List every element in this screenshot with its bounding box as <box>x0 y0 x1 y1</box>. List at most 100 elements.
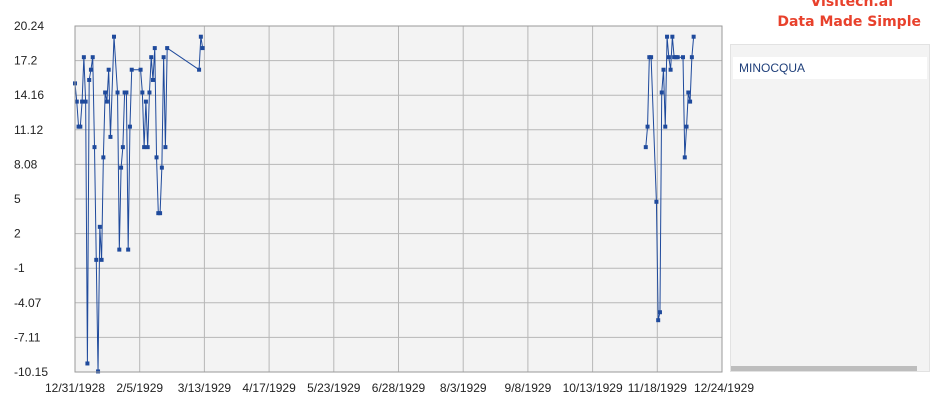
data-point[interactable] <box>74 99 79 104</box>
y-axis: 20.24 17.2 14.16 11.12 8.08 5 2 -1 -4.07 -7.11 -10… <box>14 19 48 379</box>
data-point[interactable] <box>656 318 661 323</box>
data-point[interactable] <box>108 134 113 139</box>
data-point[interactable] <box>142 145 147 150</box>
data-point[interactable] <box>106 67 111 72</box>
data-point[interactable] <box>663 124 668 129</box>
data-point[interactable] <box>682 155 687 160</box>
x-tick-label: 8/3/1929 <box>440 381 487 395</box>
data-point[interactable] <box>666 55 671 60</box>
data-point[interactable] <box>80 99 85 104</box>
data-point[interactable] <box>158 211 163 216</box>
data-point[interactable] <box>649 55 654 60</box>
data-point[interactable] <box>668 67 673 72</box>
data-point[interactable] <box>97 224 102 229</box>
data-point[interactable] <box>661 67 666 72</box>
data-point[interactable] <box>689 55 694 60</box>
data-point[interactable] <box>681 55 686 60</box>
plot-border <box>74 25 723 373</box>
data-point[interactable] <box>129 67 134 72</box>
y-tick-label: 5 <box>14 192 21 206</box>
x-tick-label: 5/23/1929 <box>307 381 361 395</box>
data-point[interactable] <box>200 46 205 51</box>
y-tick-label: -4.07 <box>14 296 42 310</box>
grid-lines <box>75 26 722 372</box>
y-tick-label: 8.08 <box>14 157 38 171</box>
x-tick-label: 12/31/1928 <box>45 381 105 395</box>
x-tick-label: 2/5/1929 <box>116 381 163 395</box>
data-point[interactable] <box>154 155 159 160</box>
data-point[interactable] <box>165 46 170 51</box>
data-point[interactable] <box>119 165 124 170</box>
data-point[interactable] <box>92 145 97 150</box>
data-point[interactable] <box>684 124 689 129</box>
series-line <box>645 36 695 321</box>
data-point[interactable] <box>150 77 155 82</box>
data-point[interactable] <box>104 99 109 104</box>
y-tick-label: 11.12 <box>14 123 43 137</box>
data-point[interactable] <box>198 34 203 39</box>
x-tick-label: 9/8/1929 <box>505 381 552 395</box>
data-point[interactable] <box>96 369 101 374</box>
data-point[interactable] <box>659 90 664 95</box>
series-minocqua <box>73 34 696 374</box>
data-point[interactable] <box>163 145 168 150</box>
data-point[interactable] <box>147 90 152 95</box>
x-tick-label: 4/17/1929 <box>242 381 296 395</box>
data-point[interactable] <box>90 55 95 60</box>
data-point[interactable] <box>686 90 691 95</box>
data-point[interactable] <box>149 55 154 60</box>
y-tick-label: -7.11 <box>14 330 41 344</box>
brand-tagline: Data Made Simple <box>777 14 921 30</box>
data-point[interactable] <box>140 90 145 95</box>
data-point[interactable] <box>120 145 125 150</box>
x-tick-label: 6/28/1929 <box>372 381 426 395</box>
data-point[interactable] <box>665 34 670 39</box>
data-point[interactable] <box>145 145 150 150</box>
data-point[interactable] <box>670 34 675 39</box>
y-tick-label: 17.2 <box>14 54 38 68</box>
data-point[interactable] <box>111 34 116 39</box>
data-point[interactable] <box>143 99 148 104</box>
data-point[interactable] <box>115 90 120 95</box>
y-tick-label: 20.24 <box>14 19 44 33</box>
y-tick-label: 2 <box>14 227 21 241</box>
data-point[interactable] <box>152 46 157 51</box>
data-point[interactable] <box>85 361 90 366</box>
data-point[interactable] <box>197 67 202 72</box>
data-point[interactable] <box>101 155 106 160</box>
data-point[interactable] <box>688 99 693 104</box>
data-point[interactable] <box>691 34 696 39</box>
brand-name: Visitech.ai <box>810 0 893 10</box>
data-point[interactable] <box>88 67 93 72</box>
data-point[interactable] <box>94 257 99 262</box>
data-point[interactable] <box>161 55 166 60</box>
x-axis: 12/31/1928 2/5/1929 3/13/1929 4/17/1929 5/23… <box>45 381 754 395</box>
y-tick-label: -10.15 <box>14 365 48 379</box>
data-point[interactable] <box>675 55 680 60</box>
data-point[interactable] <box>103 90 108 95</box>
x-tick-label: 3/13/1929 <box>178 381 232 395</box>
data-point[interactable] <box>645 124 650 129</box>
legend-item-minocqua[interactable]: MINOCQUA <box>733 57 927 79</box>
y-tick-label: 14.16 <box>14 88 44 102</box>
data-point[interactable] <box>124 90 129 95</box>
data-point[interactable] <box>126 247 131 252</box>
y-tick-label: -1 <box>14 261 25 275</box>
data-point[interactable] <box>138 67 143 72</box>
x-tick-label: 11/18/1929 <box>628 381 687 395</box>
legend-scrollbar[interactable] <box>731 366 917 371</box>
data-point[interactable] <box>81 55 86 60</box>
x-tick-label: 12/24/1929 <box>694 381 754 395</box>
data-point[interactable] <box>159 165 164 170</box>
data-point[interactable] <box>78 124 83 129</box>
data-point[interactable] <box>87 77 92 82</box>
data-point[interactable] <box>643 145 648 150</box>
x-tick-label: 10/13/1929 <box>563 381 623 395</box>
data-point[interactable] <box>654 199 659 204</box>
legend-panel: MINOCQUA <box>730 44 930 372</box>
data-point[interactable] <box>83 99 88 104</box>
data-point[interactable] <box>127 124 132 129</box>
data-point[interactable] <box>99 257 104 262</box>
data-point[interactable] <box>117 247 122 252</box>
data-point[interactable] <box>657 310 662 315</box>
